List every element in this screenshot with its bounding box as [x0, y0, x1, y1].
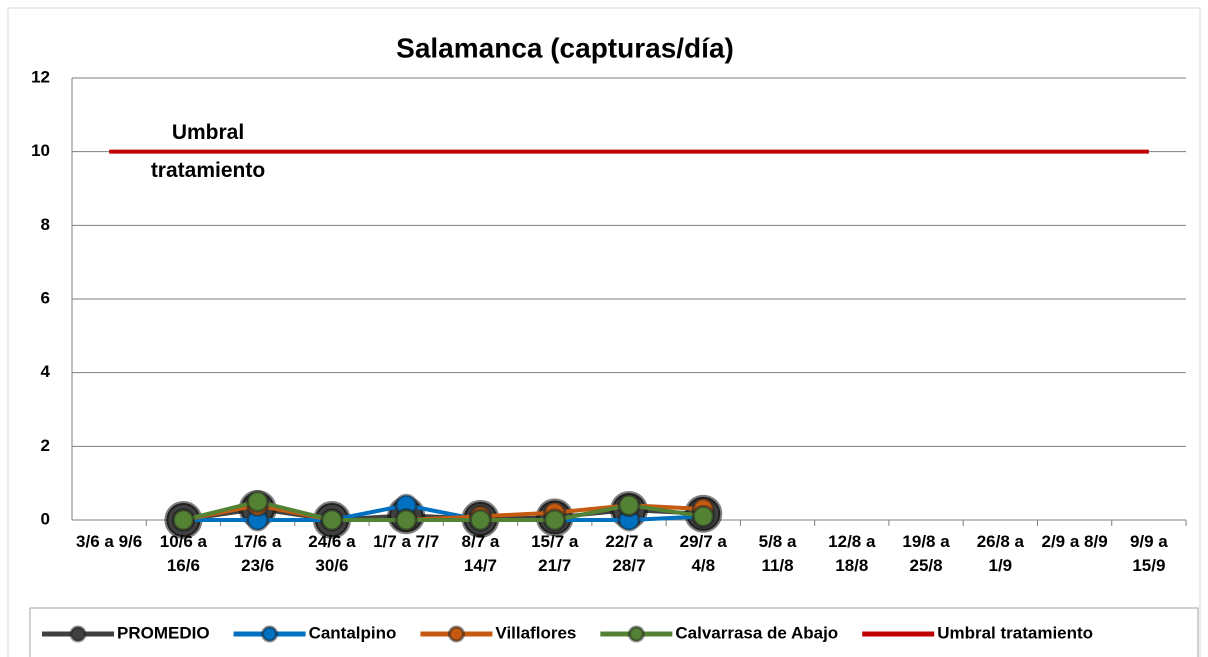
legend-label: Villaflores: [495, 623, 576, 642]
x-tick-label: 1/7 a 7/7: [373, 532, 440, 551]
series-marker: [617, 493, 641, 517]
legend-label: PROMEDIO: [117, 623, 210, 642]
series-marker: [246, 490, 270, 514]
series-marker: [468, 508, 492, 532]
x-tick-label: 19/8 a 25/8: [902, 532, 950, 575]
series-marker: [543, 508, 567, 532]
legend-marker: [627, 625, 645, 643]
legend-label: Umbral tratamiento: [937, 623, 1093, 642]
y-tick-label: 12: [31, 67, 50, 86]
series-marker: [320, 508, 344, 532]
x-tick-label: 29/7 a 4/8: [679, 532, 727, 575]
x-tick-label: 12/8 a 18/8: [828, 532, 876, 575]
y-tick-label: 0: [41, 509, 50, 528]
legend-label: Cantalpino: [309, 623, 397, 642]
chart-border: [7, 7, 1201, 657]
x-tick-label: 10/6 a 16/6: [159, 532, 208, 575]
y-tick-label: 4: [41, 362, 51, 381]
series-line: [182, 499, 704, 522]
x-tick-label: 22/7 a 28/7: [605, 532, 653, 575]
x-tick-label: 15/7 a 21/7: [531, 532, 579, 575]
y-tick-label: 6: [41, 288, 50, 307]
y-tick-label: 10: [31, 141, 50, 160]
x-tick-label: 24/6 a 30/6: [308, 532, 356, 575]
series-marker: [171, 508, 195, 532]
x-tick-label: 9/9 a 15/9: [1129, 532, 1168, 575]
x-tick-label: 8/7 a 14/7: [461, 532, 500, 575]
x-tick-label: 5/8 a 11/8: [758, 532, 797, 575]
y-tick-label: 2: [41, 436, 50, 455]
series-marker: [394, 508, 418, 532]
legend-marker: [447, 625, 465, 643]
chart-title: Salamanca (capturas/día): [396, 32, 734, 63]
x-tick-label: 17/6 a 23/6: [234, 532, 282, 575]
x-tick-label: 26/8 a 1/9: [976, 532, 1024, 575]
series-marker: [691, 504, 715, 528]
legend-marker: [69, 625, 87, 643]
x-tick-label: 3/6 a 9/6: [76, 532, 143, 551]
series-line: [183, 503, 704, 522]
y-tick-label: 8: [41, 215, 50, 234]
x-tick-label: 2/9 a 8/9: [1041, 532, 1108, 551]
annotation: Umbral tratamiento: [150, 121, 266, 182]
legend-marker: [261, 625, 279, 643]
legend-label: Calvarrasa de Abajo: [675, 623, 838, 642]
